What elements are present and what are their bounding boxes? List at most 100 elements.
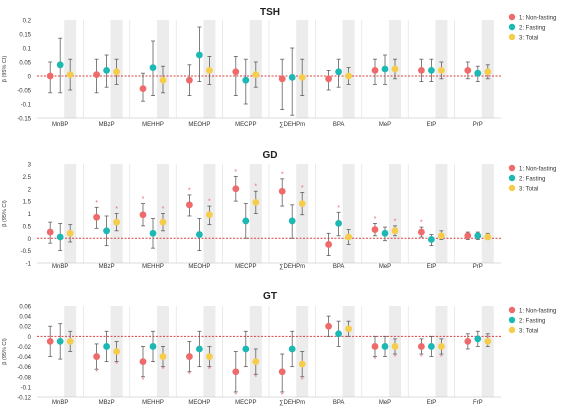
data-point (371, 343, 379, 350)
legend-label: 2: Fasting (519, 25, 545, 31)
y-tick-label: 0.04 (19, 315, 31, 321)
data-point (391, 65, 399, 73)
data-point (474, 335, 482, 343)
legend-marker (508, 13, 516, 21)
y-tick-label: -0.02 (17, 345, 31, 351)
data-point (206, 67, 213, 74)
x-tick-label: EtP (427, 400, 437, 406)
x-tick-label: ∑DEHPm (279, 264, 305, 270)
data-point (418, 228, 425, 236)
y-tick-label: -0.5 (21, 249, 32, 255)
y-axis-label: β (95% CI) (2, 338, 8, 365)
data-point (232, 185, 240, 193)
significance-marker: * (420, 354, 423, 361)
legend-marker (508, 306, 516, 314)
data-point (56, 337, 64, 345)
x-tick-label: MECPP (235, 122, 256, 128)
significance-marker: * (95, 369, 98, 376)
data-point (484, 68, 492, 76)
data-point (46, 72, 54, 80)
data-point (438, 67, 445, 74)
data-point (464, 337, 472, 345)
chart-panel-gd: GD -1 -0.5 0 0.5 1 1.5 2 2.5 3 β (95% CI) MnBP MBzP M… (2, 150, 556, 270)
significance-marker: * (337, 205, 340, 212)
y-tick-label: 2 (28, 187, 32, 193)
data-point (345, 72, 352, 80)
x-tick-label: FrP (473, 400, 483, 406)
data-point (46, 228, 54, 236)
data-point (371, 67, 379, 74)
x-tick-label: MECPP (235, 264, 256, 270)
significance-marker: * (95, 200, 98, 207)
significance-marker: * (254, 184, 257, 191)
data-point (93, 213, 100, 221)
data-point (428, 343, 435, 350)
data-point (288, 217, 296, 225)
significance-marker: * (374, 216, 377, 223)
data-point (345, 233, 352, 241)
x-tick-label: MEOHP (188, 264, 210, 270)
data-point (103, 67, 110, 74)
significance-marker: * (208, 367, 211, 374)
x-tick-label: BPA (333, 122, 345, 128)
data-point (139, 85, 147, 92)
data-point (325, 322, 332, 330)
data-point (139, 211, 147, 219)
y-tick-label: 1.5 (23, 200, 32, 206)
legend-marker (508, 33, 516, 41)
legend-marker (508, 174, 516, 182)
category-band (481, 306, 494, 397)
chart-panel-gt: GT -0.12 -0.1 -0.08 -0.06 -0.04 -0.02 0 0.02 0.04… (2, 291, 556, 406)
legend-label: 2: Fasting (519, 176, 545, 182)
data-point (149, 64, 157, 71)
y-tick-label: -0.1 (21, 385, 32, 391)
x-tick-label: BPA (333, 264, 345, 270)
significance-marker: * (374, 357, 377, 364)
data-point (484, 337, 492, 345)
y-axis-label: β (95% CI) (2, 200, 8, 227)
data-point (93, 353, 100, 360)
x-tick-label: ∑DEHPm (279, 400, 305, 406)
data-point (438, 232, 445, 240)
data-point (438, 343, 445, 350)
y-tick-label: 0 (28, 75, 32, 81)
data-point (149, 343, 157, 350)
significance-marker: * (281, 171, 284, 178)
legend-marker (508, 184, 516, 192)
chart-title: GT (263, 291, 277, 302)
significance-marker: * (142, 377, 145, 384)
legend-marker (508, 164, 516, 172)
data-point (391, 343, 399, 350)
data-point (464, 232, 472, 240)
x-tick-label: MnBP (52, 400, 68, 406)
significance-marker: * (234, 392, 237, 399)
data-point (56, 233, 64, 241)
data-point (46, 337, 54, 345)
data-point (381, 343, 389, 350)
x-tick-label: EtP (427, 122, 437, 128)
data-point (196, 51, 203, 59)
data-point (464, 67, 472, 74)
data-point (298, 74, 306, 81)
data-point (149, 229, 157, 237)
x-tick-label: MEHHP (142, 264, 164, 270)
y-tick-label: -0.08 (17, 375, 31, 381)
significance-marker: * (188, 372, 191, 379)
x-tick-label: PrP (473, 122, 483, 128)
y-tick-label: -0.15 (17, 117, 31, 123)
x-tick-label: MBzP (99, 264, 115, 270)
y-tick-label: 0.1 (23, 47, 32, 53)
data-point (242, 217, 250, 225)
significance-marker: * (440, 354, 443, 361)
data-point (391, 227, 399, 235)
data-point (232, 368, 240, 376)
data-point (474, 232, 482, 240)
y-tick-label: 0.06 (19, 305, 31, 311)
significance-marker: * (281, 392, 284, 399)
data-point (252, 198, 260, 206)
data-point (288, 345, 296, 353)
data-point (278, 75, 286, 83)
data-point (159, 218, 167, 226)
y-tick-label: -0.04 (17, 355, 31, 361)
